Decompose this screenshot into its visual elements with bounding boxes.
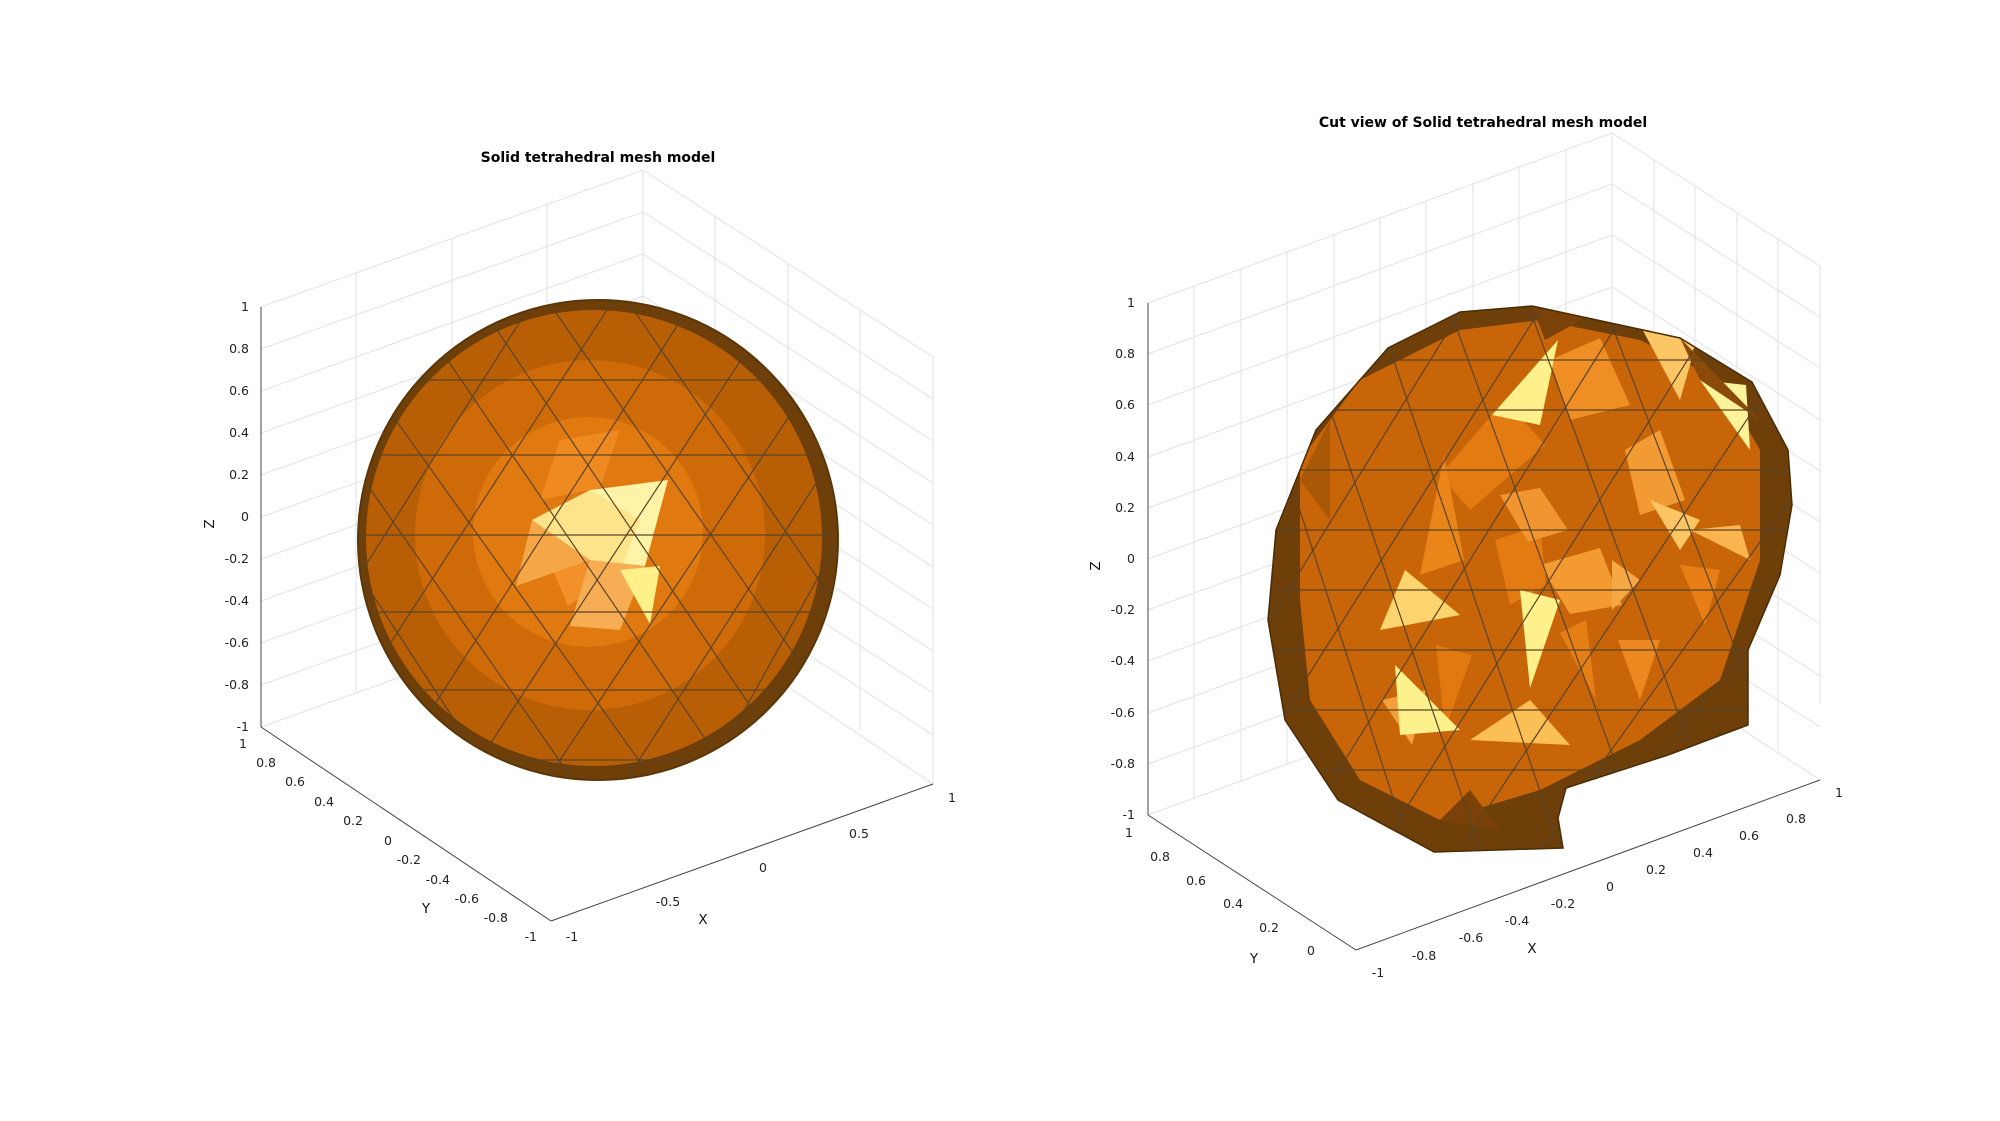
left-zaxis: 1 0.8 0.6 0.4 0.2 0 -0.2 -0.4 -0.6 -0.8 … — [202, 299, 249, 734]
right-ztick: -1 — [1123, 807, 1135, 822]
left-xtick: 0.5 — [849, 826, 869, 841]
right-ytick: 0.6 — [1186, 873, 1206, 888]
left-zlabel: Z — [202, 519, 218, 528]
left-ztick: 0.8 — [229, 341, 249, 356]
sphere-mesh — [357, 299, 839, 781]
right-ztick: -0.8 — [1111, 756, 1135, 771]
left-xtick: -1 — [566, 929, 578, 944]
right-zaxis: 1 0.8 0.6 0.4 0.2 0 -0.2 -0.4 -0.6 -0.8 … — [1088, 295, 1135, 822]
left-xtick: 0 — [759, 860, 767, 875]
left-ytick: 0.6 — [285, 774, 305, 789]
right-xaxis: -1 -0.8 -0.6 -0.4 -0.2 0 0.2 0.4 0.6 0.8… — [1372, 785, 1843, 980]
right-ytick: 1 — [1125, 825, 1133, 840]
left-ytick: 0.8 — [256, 755, 276, 770]
right-panel: Cut view of Solid tetrahedral mesh model — [1088, 115, 1843, 980]
right-ytick: 0 — [1307, 943, 1315, 958]
right-ztick: 0.2 — [1115, 500, 1135, 515]
right-ytick: 0.8 — [1150, 849, 1170, 864]
left-xtick: 1 — [948, 790, 956, 805]
left-ylabel: Y — [421, 901, 431, 917]
right-ztick: 0 — [1127, 551, 1135, 566]
left-ztick: 0 — [241, 509, 249, 524]
left-ztick: 1 — [241, 299, 249, 314]
right-zlabel: Z — [1088, 561, 1104, 570]
right-xtick: -1 — [1372, 965, 1384, 980]
right-ytick: 0.4 — [1223, 896, 1243, 911]
right-xtick: -0.6 — [1459, 930, 1483, 945]
left-ytick: -0.6 — [455, 891, 479, 906]
right-xtick: 0.8 — [1786, 811, 1806, 826]
right-ztick: -0.2 — [1111, 602, 1135, 617]
left-xlabel: X — [698, 912, 707, 928]
left-ztick: -0.4 — [225, 593, 249, 608]
right-xtick: 1 — [1835, 785, 1843, 800]
left-panel-title: Solid tetrahedral mesh model — [481, 150, 716, 166]
right-ztick: -0.6 — [1111, 705, 1135, 720]
right-xlabel: X — [1527, 941, 1536, 957]
right-ztick: 0.8 — [1115, 346, 1135, 361]
right-xtick: -0.4 — [1505, 913, 1529, 928]
right-xtick: 0 — [1606, 879, 1614, 894]
left-ytick: -0.8 — [484, 910, 508, 925]
left-ztick: -1 — [237, 719, 249, 734]
right-xtick: 0.2 — [1646, 862, 1666, 877]
left-xtick: -0.5 — [656, 894, 680, 909]
left-ztick: 0.6 — [229, 383, 249, 398]
left-ytick: -1 — [525, 929, 537, 944]
cut-mesh — [1267, 305, 1793, 853]
left-yaxis: 1 0.8 0.6 0.4 0.2 0 -0.2 -0.4 -0.6 -0.8 … — [239, 736, 537, 944]
left-xaxis: -1 -0.5 0 0.5 1 X — [566, 790, 956, 944]
left-ztick: 0.2 — [229, 467, 249, 482]
left-axes — [260, 307, 934, 922]
left-ztick: -0.8 — [225, 677, 249, 692]
right-ytick: 0.2 — [1259, 920, 1279, 935]
left-ytick: -0.4 — [426, 872, 450, 887]
left-panel: Solid tetrahedral mesh model — [202, 150, 956, 944]
right-ztick: -0.4 — [1111, 653, 1135, 668]
left-ztick: -0.6 — [225, 635, 249, 650]
right-ylabel: Y — [1249, 951, 1259, 967]
right-panel-title: Cut view of Solid tetrahedral mesh model — [1319, 115, 1647, 131]
right-ztick: 0.4 — [1115, 449, 1135, 464]
right-xtick: 0.4 — [1693, 845, 1713, 860]
left-ytick: 0 — [384, 833, 392, 848]
left-ytick: 0.2 — [343, 813, 363, 828]
right-ztick: 0.6 — [1115, 397, 1135, 412]
left-ytick: 1 — [239, 736, 247, 751]
right-axes — [1147, 303, 1821, 951]
left-ytick: 0.4 — [314, 794, 334, 809]
right-ztick: 1 — [1127, 295, 1135, 310]
left-ztick: 0.4 — [229, 425, 249, 440]
left-ztick: -0.2 — [225, 551, 249, 566]
right-xtick: -0.8 — [1412, 948, 1436, 963]
right-yaxis: 1 0.8 0.6 0.4 0.2 0 Y — [1125, 825, 1315, 967]
right-xtick: -0.2 — [1551, 896, 1575, 911]
right-xtick: 0.6 — [1739, 828, 1759, 843]
left-ytick: -0.2 — [397, 852, 421, 867]
